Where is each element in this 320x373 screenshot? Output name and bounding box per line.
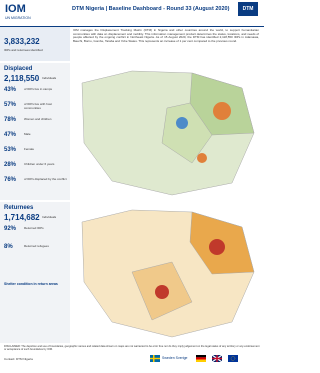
- pie-symbol: [176, 117, 188, 129]
- flag-eu: [228, 355, 238, 362]
- intro-total-box: 3,833,232 IDPs and returnees identified: [0, 27, 70, 61]
- stat-label: Female: [24, 147, 35, 151]
- total-label: Individuals: [42, 215, 57, 219]
- map-area: [161, 102, 213, 164]
- pie-symbol: [209, 239, 225, 255]
- stat-value: 92%: [4, 226, 17, 232]
- pie-symbol: [155, 285, 169, 299]
- total: 1,714,682: [4, 213, 40, 222]
- displaced-panel: Displaced 2,118,550 Individuals 43% of ID…: [0, 63, 70, 200]
- stat-label: Women and children: [24, 117, 52, 121]
- stat-label: Returned IDPs: [24, 226, 44, 230]
- chart-title: Shelter condition in return areas: [4, 282, 58, 286]
- total: 2,118,550: [4, 74, 40, 83]
- intro-total-label: IDPs and returnees identified: [4, 48, 43, 52]
- stat-label: Children under 6 years: [24, 162, 55, 166]
- intro-text: IOM manages the Displacement Tracking Ma…: [73, 28, 259, 43]
- section-title: Displaced: [4, 66, 33, 72]
- total-label: Individuals: [42, 76, 57, 80]
- page: IOM UN MIGRATION DTM Nigeria | Baseline …: [0, 0, 264, 362]
- stat-label: Male: [24, 132, 31, 136]
- header: IOM UN MIGRATION DTM Nigeria | Baseline …: [0, 0, 264, 27]
- logo: IOM: [5, 3, 26, 15]
- stat-value: 47%: [4, 132, 17, 138]
- logo-sub: UN MIGRATION: [5, 16, 31, 20]
- flag-sweden: [150, 355, 160, 362]
- badge: DTM: [238, 2, 258, 16]
- stat-label: of IDPs live with host communities: [24, 102, 52, 110]
- title: DTM Nigeria | Baseline Dashboard - Round…: [72, 6, 230, 12]
- stat-label: Returned refugees: [24, 244, 49, 248]
- flag-germany: [196, 355, 206, 362]
- section-title: Returnees: [4, 205, 34, 211]
- stat-value: 43%: [4, 87, 17, 93]
- stat-label: of IDPs live in camps: [24, 87, 53, 91]
- stat-value: 53%: [4, 147, 17, 153]
- contact: Contact: DTM Nigeria: [4, 357, 33, 361]
- donor: Sweden Sverige: [162, 356, 188, 360]
- pie-symbol: [213, 102, 231, 120]
- stat-value: 76%: [4, 177, 17, 183]
- stat-value: 8%: [4, 244, 13, 250]
- disclaimer: DISCLAIMER: The depiction and use of bou…: [4, 345, 260, 351]
- stat-value: 78%: [4, 117, 17, 123]
- returnees-map: [81, 209, 255, 338]
- stat-value: 57%: [4, 102, 17, 108]
- flag-uk: [212, 355, 222, 362]
- stat-label: of IDPs displaced by the conflict: [24, 177, 67, 181]
- displaced-map: [81, 70, 255, 196]
- stat-value: 28%: [4, 162, 17, 168]
- intro-total: 3,833,232: [4, 37, 40, 46]
- returnees-panel: Returnees 1,714,682 Individuals 92% Retur…: [0, 202, 70, 343]
- pie-symbol: [197, 153, 207, 163]
